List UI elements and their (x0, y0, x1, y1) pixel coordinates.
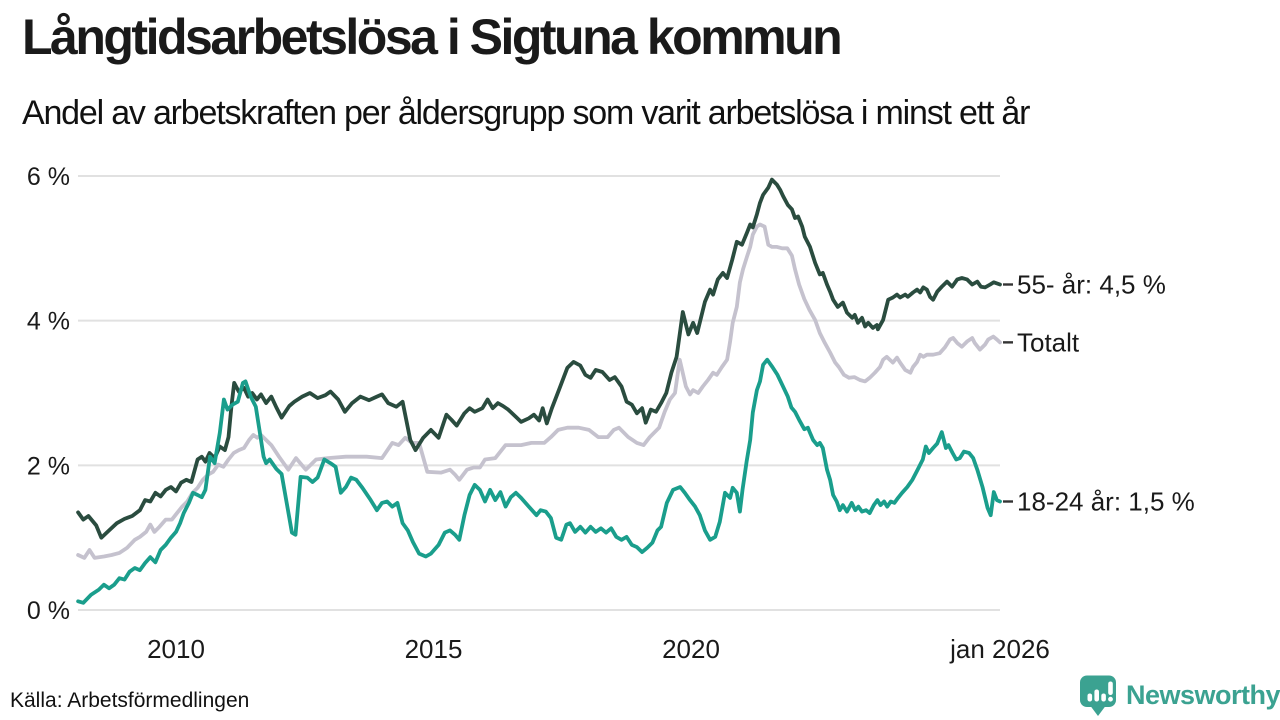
source-note: Källa: Arbetsförmedlingen (10, 689, 250, 712)
x-axis-tick-label: 2020 (662, 634, 720, 664)
x-axis-tick-label: jan 2026 (949, 634, 1050, 664)
page-title: Långtidsarbetslösa i Sigtuna kommun (22, 9, 843, 65)
series-line-55plus (76, 177, 1002, 540)
series-line-18-24 (76, 357, 1002, 605)
newsworthy-chart-bubble-icon (1078, 674, 1118, 717)
series-end-label-totalt: Totalt (1017, 327, 1080, 357)
series-end-label-55plus: 55- år: 4,5 % (1017, 270, 1166, 300)
y-axis-tick-label: 2 % (27, 452, 70, 480)
y-axis-tick-label: 0 % (27, 597, 70, 625)
chart-subtitle: Andel av arbetskraften per åldersgrupp s… (22, 94, 1030, 132)
brand-name: Newsworthy (1126, 680, 1280, 710)
y-axis-tick-label: 6 % (27, 163, 70, 191)
x-axis-tick-label: 2010 (147, 634, 205, 664)
y-axis-tick-label: 4 % (27, 308, 70, 336)
series-end-label-18-24: 18-24 år: 1,5 % (1017, 487, 1195, 517)
series-line-totalt (76, 222, 1002, 560)
newsworthy-logo: Newsworthy (1078, 674, 1280, 717)
x-axis-tick-label: 2015 (405, 634, 463, 664)
